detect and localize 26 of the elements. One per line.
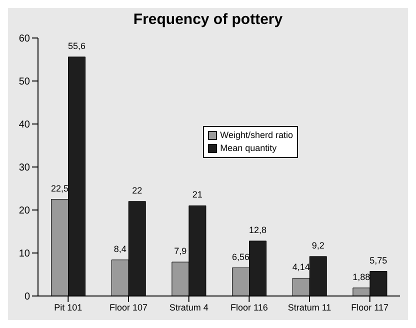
x-tick-label: Floor 116 [230,302,268,312]
data-label: 5,75 [370,255,388,266]
data-label: 55,6 [68,40,86,51]
y-tick-label: 10 [18,248,30,260]
x-tick-label: Floor 107 [109,302,148,312]
x-tick-label: Floor 117 [351,302,389,312]
y-tick-label: 40 [18,120,30,131]
y-tick-label: 30 [18,162,30,174]
legend-label: Mean quantity [220,142,277,155]
legend-label: Weight/sherd ratio [220,129,293,142]
chart-title: Frequency of pottery [132,10,284,30]
x-tick-label: Stratum 4 [169,302,208,312]
data-label: 21 [192,190,202,200]
data-label: 9,2 [312,240,324,250]
x-tick-label: Stratum 11 [288,302,332,312]
y-tick-label: 50 [18,76,30,88]
y-tick-label: 60 [18,34,30,45]
data-label: 22,5 [51,183,69,194]
data-label: 6,56 [232,252,250,262]
y-tick-label: 0 [24,292,30,303]
data-label: 22 [132,185,142,196]
y-tick-label: 20 [18,206,30,217]
data-label: 7,9 [174,246,187,256]
data-label: 12,8 [249,224,267,235]
data-label: 8,4 [114,244,126,254]
x-tick-label: Pit 101 [54,302,82,312]
